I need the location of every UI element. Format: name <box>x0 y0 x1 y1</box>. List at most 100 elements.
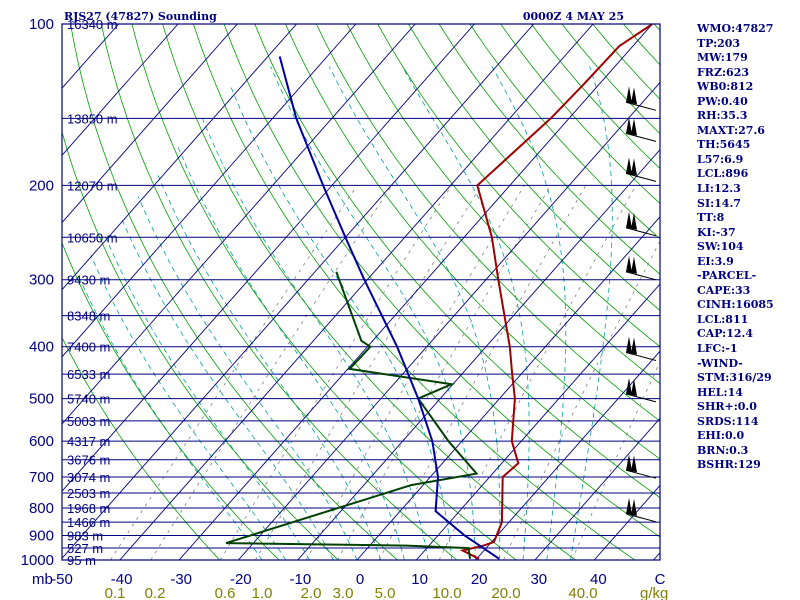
wind-barb-shaft <box>625 393 657 403</box>
pressure-tick-label: 100 <box>29 16 54 33</box>
wind-barb-flag <box>631 455 637 473</box>
isotherm-line <box>238 81 660 560</box>
pressure-tick-label: 700 <box>29 469 54 486</box>
parcel-profile-line <box>278 56 500 560</box>
index-line: CAPE:33 <box>697 283 751 297</box>
moist-adiabat-line <box>105 237 310 560</box>
index-line: WB0:812 <box>697 80 754 94</box>
moist-adiabat-line <box>229 84 453 560</box>
mixing-ratio-tick-label: 20.0 <box>491 585 520 600</box>
moist-adiabat-line <box>570 66 613 560</box>
moist-adiabat-line <box>328 66 501 560</box>
isotherm-line <box>475 350 660 560</box>
moist-adiabat-line <box>156 173 382 560</box>
index-line: CAP:12.4 <box>697 327 754 341</box>
wind-barb-flag <box>626 117 632 135</box>
wind-barb <box>625 336 657 361</box>
wind-barb-shaft <box>625 227 657 237</box>
temperature-tick-label: 10 <box>411 571 428 588</box>
wind-barb-shaft <box>625 469 657 479</box>
wind-barb-flag <box>631 378 637 396</box>
mixing-ratio-unit: g/kg <box>640 585 668 600</box>
wind-barb <box>625 157 657 182</box>
mixing-ratio-tick-label: 40.0 <box>568 585 597 600</box>
index-line: BSHR:129 <box>697 458 761 472</box>
height-label: 12070 m <box>67 178 118 193</box>
mixing-ratio-layer <box>110 185 660 560</box>
wind-barb <box>625 117 657 142</box>
wind-barb <box>625 255 657 281</box>
isotherms-layer <box>62 24 660 560</box>
index-line: L57:6.9 <box>697 152 744 166</box>
isotherm-line <box>62 24 535 559</box>
index-line: KI:-37 <box>697 225 736 239</box>
wind-barb-flag <box>631 212 637 230</box>
moist-adiabat-line <box>137 196 358 560</box>
moist-adiabat-line <box>90 255 287 560</box>
height-label: 5003 m <box>67 414 110 429</box>
index-line: STM:316/29 <box>697 371 772 385</box>
height-label: 5740 m <box>67 392 110 407</box>
plot-frame <box>61 23 661 561</box>
index-line: EI:3.9 <box>697 254 734 268</box>
mixing-ratio-tick-label: 0.2 <box>145 585 166 600</box>
wind-barb-flag <box>626 157 632 175</box>
index-line: LI:12.3 <box>697 182 741 196</box>
pressure-tick-label: 500 <box>29 391 54 408</box>
index-line: PW:0.40 <box>697 94 748 108</box>
index-line: -WIND- <box>697 356 743 370</box>
frame-layer <box>61 23 661 561</box>
isotherm-line <box>62 24 357 358</box>
mixing-ratio-line <box>438 185 637 560</box>
labels-layer: RJS27 (47827) Sounding 0000Z 4 MAY 251002… <box>21 10 669 600</box>
height-label: 10650 m <box>67 230 118 245</box>
index-line: TP:203 <box>697 36 741 50</box>
temperature-tick-label: 20 <box>471 571 488 588</box>
height-label: 4317 m <box>67 434 110 449</box>
moist-adiabat-line <box>270 66 476 560</box>
moist-adiabats-layer <box>76 66 613 560</box>
moist-adiabat-line <box>491 66 567 560</box>
wind-barb-shaft <box>625 172 657 182</box>
mixing-ratio-tick-label: 2.0 <box>301 585 322 600</box>
pressure-tick-label: 400 <box>29 339 54 356</box>
temperature-tick-label: 30 <box>530 571 547 588</box>
temperature-tick-label: -50 <box>51 571 73 588</box>
index-line: LCL:811 <box>697 312 749 326</box>
dry-adiabats-layer <box>62 24 660 560</box>
mixing-ratio-tick-label: 3.0 <box>333 585 354 600</box>
moist-adiabat-line <box>120 217 334 560</box>
isotherm-line <box>62 24 238 224</box>
wind-barb <box>625 211 657 237</box>
wind-barb-shaft <box>625 513 657 523</box>
wind-barb-flag <box>631 158 637 176</box>
mixing-ratio-tick-label: 1.0 <box>252 585 273 600</box>
wind-barb-flag <box>626 377 632 395</box>
wind-barb-flag <box>631 337 637 355</box>
temperature-tick-label: 0 <box>356 571 364 588</box>
moist-adiabat-line <box>177 147 405 560</box>
index-line: EHI:0.0 <box>697 429 745 443</box>
height-label: 1968 m <box>67 501 110 516</box>
wind-barb-shaft <box>625 352 657 361</box>
index-line: SRDS:114 <box>697 414 759 428</box>
index-line: RH:35.3 <box>697 109 748 123</box>
isotherm-line <box>356 216 660 560</box>
wind-barb-shaft <box>625 271 657 281</box>
pressure-tick-label: 600 <box>29 433 54 450</box>
temperature-tick-label: 40 <box>590 571 607 588</box>
wind-barbs-layer <box>625 86 657 523</box>
temperature-tick-label: -20 <box>230 571 252 588</box>
temperature-profile-line <box>459 24 653 560</box>
isotherm-line <box>415 283 660 560</box>
index-line: TH:5645 <box>697 138 751 152</box>
moist-adiabat-line <box>401 66 530 560</box>
index-line: CINH:16085 <box>697 298 774 312</box>
wind-barb-flag <box>626 255 632 273</box>
mixing-ratio-tick-label: 0.1 <box>105 585 126 600</box>
isotherm-line <box>62 24 297 291</box>
index-line: TT:8 <box>697 211 725 225</box>
wind-barb-flag <box>626 497 632 515</box>
height-label: 7400 m <box>67 340 110 355</box>
